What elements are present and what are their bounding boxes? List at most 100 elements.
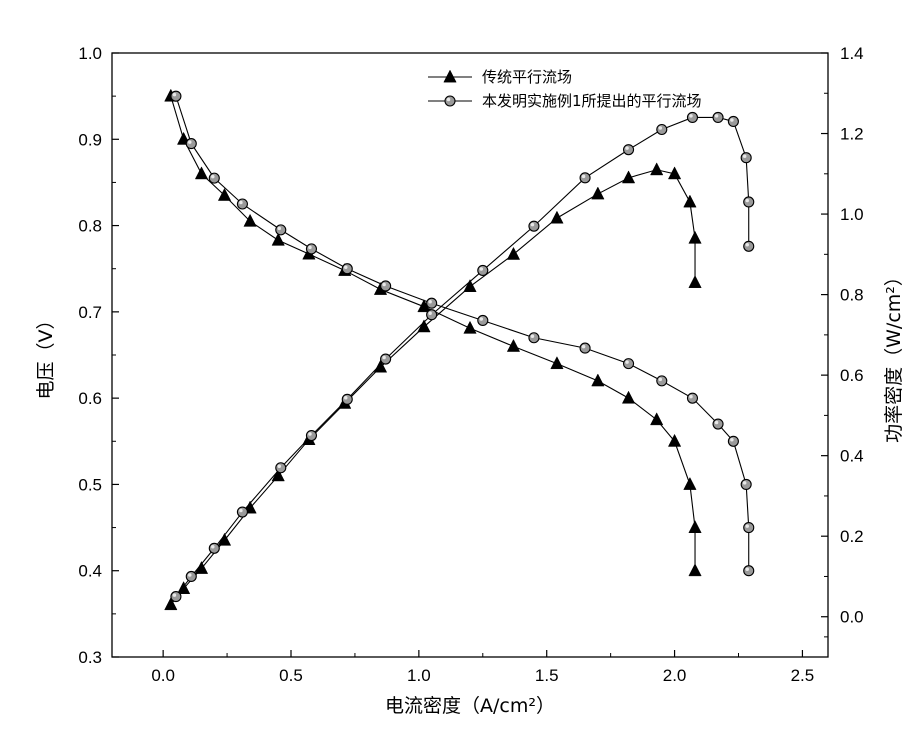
data-point-circle-highlight [480, 317, 484, 321]
data-point-circle [478, 315, 488, 325]
data-point-triangle [689, 276, 701, 288]
data-point-circle [342, 264, 352, 274]
series-line [171, 170, 695, 605]
y-left-tick-label: 1.0 [78, 44, 102, 63]
y-left-tick-label: 0.6 [78, 389, 102, 408]
data-point-circle [171, 91, 181, 101]
data-point-circle-highlight [188, 140, 192, 144]
data-point-circle-highlight [625, 146, 629, 150]
data-point-triangle [272, 233, 284, 245]
y-right-tick-label: 0.6 [840, 366, 864, 385]
data-point-circle [306, 244, 316, 254]
data-point-circle-highlight [173, 93, 177, 97]
data-point-circle-highlight [382, 283, 386, 287]
y-axis-right-label: 功率密度（W/cm²） [883, 267, 905, 443]
data-point-triangle [684, 195, 696, 207]
data-point-circle-highlight [730, 438, 734, 442]
data-point-circle [381, 281, 391, 291]
data-point-circle [741, 479, 751, 489]
legend-label: 传统平行流场 [482, 68, 572, 86]
data-point-circle [237, 199, 247, 209]
data-point-circle [744, 197, 754, 207]
legend-item-2: 本发明实施例1所提出的平行流场 [428, 92, 702, 110]
data-point-triangle [551, 357, 563, 369]
data-point-circle [728, 116, 738, 126]
data-point-circle-highlight [531, 334, 535, 338]
data-point-circle [306, 431, 316, 441]
series-2-circle-left [171, 91, 754, 576]
data-point-circle-highlight [689, 114, 693, 118]
x-tick-label: 2.5 [791, 666, 815, 685]
data-point-triangle [592, 187, 604, 199]
data-point-circle-highlight [211, 175, 215, 179]
data-point-circle [171, 592, 181, 602]
data-point-circle [427, 310, 437, 320]
data-point-triangle [507, 247, 519, 259]
y-left-tick-label: 0.4 [78, 562, 102, 581]
y-axis-left-label: 电压（V） [35, 311, 57, 400]
data-point-circle [713, 419, 723, 429]
data-point-circle-highlight [480, 267, 484, 271]
data-point-triangle [464, 321, 476, 333]
y-left-tick-label: 0.5 [78, 475, 102, 494]
series-1-triangle-left [165, 89, 702, 576]
data-point-circle [741, 153, 751, 163]
data-point-circle [276, 225, 286, 235]
y-left-tick-label: 0.3 [78, 648, 102, 667]
y-right-tick-label: 0.0 [840, 608, 864, 627]
data-point-triangle [689, 521, 701, 533]
data-point-circle-highlight [745, 524, 749, 528]
data-point-triangle [195, 167, 207, 179]
data-point-circle-highlight [308, 432, 312, 436]
legend-marker-circle-highlight [447, 98, 451, 102]
data-point-circle-highlight [344, 396, 348, 400]
y-right-tick-label: 0.4 [840, 447, 864, 466]
data-point-circle-highlight [239, 201, 243, 205]
data-point-circle-highlight [730, 118, 734, 122]
data-point-circle-highlight [689, 395, 693, 399]
x-axis-label: 电流密度（A/cm²） [385, 695, 555, 717]
legend-marker-triangle [444, 70, 456, 82]
data-point-circle-highlight [659, 378, 663, 382]
data-point-circle [624, 145, 634, 155]
data-point-circle-highlight [278, 464, 282, 468]
data-point-triangle [689, 564, 701, 576]
data-point-circle-highlight [745, 199, 749, 203]
data-point-circle-highlight [211, 545, 215, 549]
x-tick-label: 2.0 [663, 666, 687, 685]
y-right-tick-label: 1.0 [840, 205, 864, 224]
data-point-circle [276, 463, 286, 473]
y-left-tick-label: 0.8 [78, 217, 102, 236]
data-point-circle-highlight [308, 246, 312, 250]
data-point-triangle [551, 211, 563, 223]
x-tick-label: 0.5 [279, 666, 303, 685]
series-line [176, 117, 749, 596]
legend-label: 本发明实施例1所提出的平行流场 [482, 92, 702, 110]
data-point-circle [209, 543, 219, 553]
data-point-circle [209, 173, 219, 183]
data-point-circle-highlight [278, 227, 282, 231]
data-point-circle-highlight [239, 509, 243, 513]
data-point-circle-highlight [344, 265, 348, 269]
data-point-circle [529, 221, 539, 231]
data-point-circle-highlight [745, 243, 749, 247]
data-point-circle [186, 139, 196, 149]
data-point-circle [237, 507, 247, 517]
data-point-circle [744, 241, 754, 251]
data-point-circle-highlight [582, 175, 586, 179]
legend: 传统平行流场本发明实施例1所提出的平行流场 [428, 68, 702, 110]
data-point-circle [580, 173, 590, 183]
x-tick-label: 0.0 [151, 666, 175, 685]
axes-layer: 0.00.51.01.52.02.50.30.40.50.60.70.80.91… [78, 44, 863, 685]
data-point-circle-highlight [745, 567, 749, 571]
data-point-triangle [650, 163, 662, 175]
data-point-circle [529, 333, 539, 343]
series-4-circle-right [171, 112, 754, 601]
data-point-circle-highlight [188, 573, 192, 577]
data-point-circle-highlight [173, 593, 177, 597]
data-point-circle [478, 265, 488, 275]
y-right-tick-label: 1.4 [840, 44, 864, 63]
data-point-circle-highlight [428, 300, 432, 304]
series-layer [165, 89, 754, 610]
data-point-triangle [622, 391, 634, 403]
